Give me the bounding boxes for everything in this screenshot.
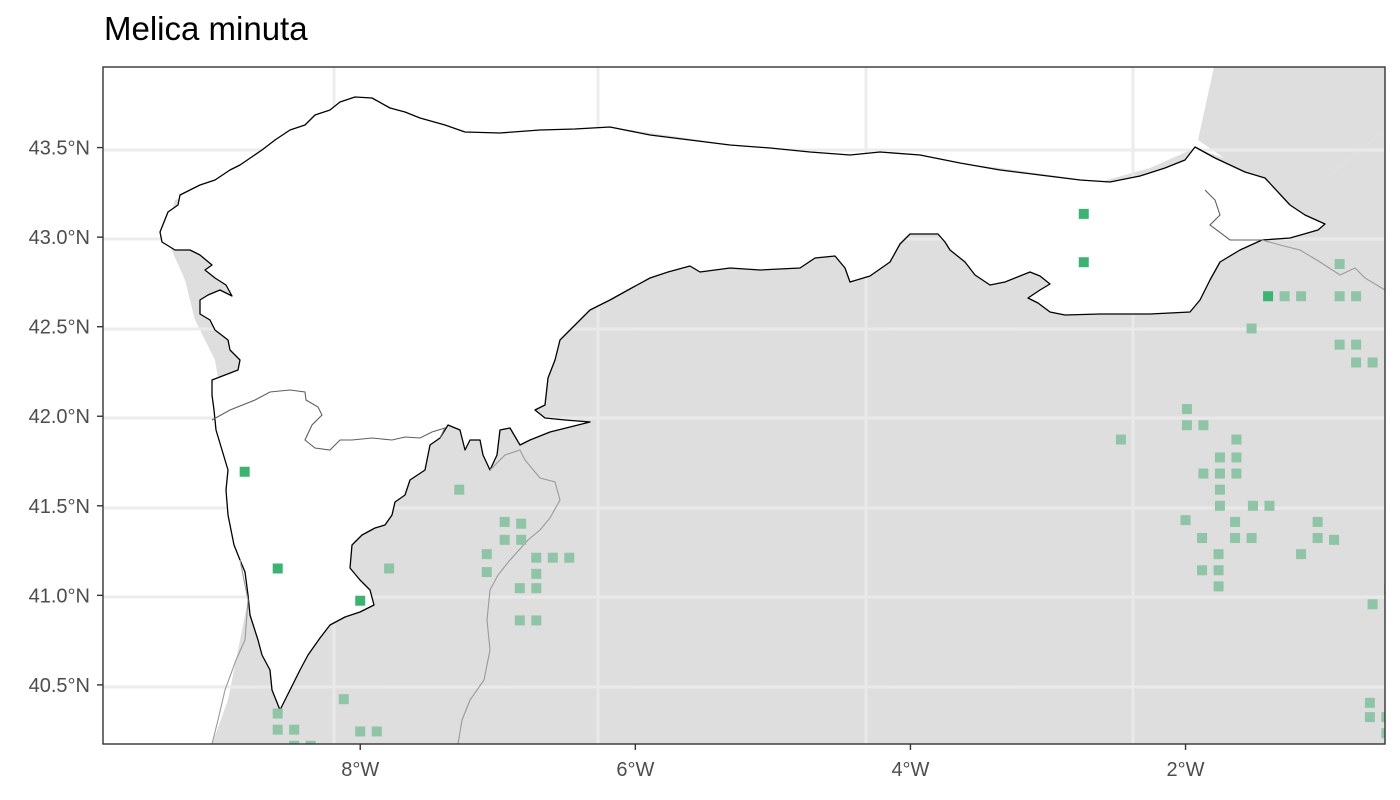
occurrence-point-outside — [1197, 533, 1208, 544]
occurrence-point-outside — [1334, 259, 1345, 270]
occurrence-point-outside — [531, 552, 542, 563]
y-tick-label: 42.5°N — [29, 317, 90, 339]
portugal-border-south — [457, 449, 561, 744]
occurrence-point-outside — [1364, 697, 1375, 708]
occurrence-point-outside — [531, 615, 542, 626]
occurrence-point-outside — [272, 724, 283, 735]
internal-border — [211, 389, 447, 451]
occurrence-point-outside — [355, 726, 366, 737]
occurrence-point-outside — [1296, 291, 1307, 302]
occurrence-point-outside — [1213, 581, 1224, 592]
occurrence-point-outside — [1213, 565, 1224, 576]
occurrence-point-outside — [1351, 357, 1362, 368]
occurrence-point-outside — [1246, 323, 1257, 334]
occurrence-point-outside — [384, 563, 395, 574]
occurrence-point-outside — [1247, 500, 1258, 511]
occurrence-point-region — [1078, 208, 1089, 219]
y-tick-label: 42.0°N — [29, 406, 90, 428]
occurrence-point-region — [1263, 291, 1274, 302]
occurrence-point-outside — [516, 518, 527, 529]
occurrence-point-outside — [1230, 533, 1241, 544]
occurrence-point-outside — [1214, 468, 1225, 479]
occurrence-point-outside — [514, 583, 525, 594]
occurrence-point-outside — [1312, 516, 1323, 527]
occurrence-point-outside — [481, 549, 492, 560]
map-title: Melica minuta — [104, 10, 308, 47]
occurrence-point-outside — [1246, 533, 1257, 544]
occurrence-point-outside — [1213, 549, 1224, 560]
y-tick-label: 40.5°N — [29, 675, 90, 697]
france-land — [1198, 67, 1385, 190]
occurrence-point-outside — [499, 516, 510, 527]
x-tick-label: 6°W — [616, 759, 654, 781]
occurrence-point-outside — [547, 552, 558, 563]
occurrence-points — [239, 208, 1385, 744]
occurrence-point-outside — [1364, 712, 1375, 723]
y-axis: 43.5°N 43.0°N 42.5°N 42.0°N 41.5°N 41.0°N 40.5… — [29, 138, 103, 697]
occurrence-point-outside — [1334, 291, 1345, 302]
occurrence-point-outside — [289, 740, 300, 744]
x-tick-label: 8°W — [341, 759, 379, 781]
y-tick-label: 43.0°N — [29, 227, 90, 249]
occurrence-point-outside — [564, 552, 575, 563]
occurrence-point-outside — [1231, 452, 1242, 463]
occurrence-point-outside — [1214, 452, 1225, 463]
occurrence-point-outside — [1115, 434, 1126, 445]
occurrence-point-outside — [371, 726, 382, 737]
occurrence-point-outside — [289, 724, 300, 735]
france-spain-border — [1261, 239, 1385, 291]
occurrence-point-outside — [1351, 339, 1362, 350]
occurrence-point-outside — [1351, 291, 1362, 302]
occurrence-point-outside — [1197, 565, 1208, 576]
occurrence-point-outside — [1214, 500, 1225, 511]
x-tick-label: 2°W — [1167, 759, 1205, 781]
occurrence-point-outside — [454, 484, 465, 495]
occurrence-point-outside — [1214, 484, 1225, 495]
occurrence-point-region — [239, 466, 250, 477]
occurrence-point-outside — [1329, 534, 1340, 545]
occurrence-point-outside — [1381, 728, 1385, 739]
occurrence-point-outside — [1296, 549, 1307, 560]
occurrence-point-region — [355, 595, 366, 606]
occurrence-point-outside — [338, 694, 349, 705]
occurrence-point-outside — [1230, 516, 1241, 527]
internal-border-basque — [1204, 189, 1262, 241]
occurrence-point-outside — [514, 615, 525, 626]
occurrence-point-outside — [481, 567, 492, 578]
study-region — [159, 96, 1326, 711]
y-tick-label: 41.5°N — [29, 496, 90, 518]
occurrence-point-outside — [1181, 420, 1192, 431]
occurrence-point-outside — [1334, 339, 1345, 350]
coast-south — [211, 559, 249, 744]
occurrence-point-outside — [1181, 404, 1192, 415]
occurrence-point-outside — [1381, 712, 1385, 723]
occurrence-point-outside — [1180, 515, 1191, 526]
occurrence-point-outside — [305, 740, 316, 744]
occurrence-point-outside — [1231, 434, 1242, 445]
occurrence-point-outside — [1367, 357, 1378, 368]
occurrence-point-outside — [531, 568, 542, 579]
occurrence-point-outside — [1198, 468, 1209, 479]
occurrence-point-outside — [531, 583, 542, 594]
occurrence-point-region — [1078, 257, 1089, 268]
occurrence-point-outside — [1198, 420, 1209, 431]
occurrence-point-outside — [1312, 533, 1323, 544]
occurrence-point-outside — [1264, 500, 1275, 511]
x-tick-label: 4°W — [891, 759, 929, 781]
occurrence-point-region — [272, 563, 283, 574]
panel-border — [102, 66, 1386, 745]
x-axis: 8°W 6°W 4°W 2°W — [341, 744, 1205, 781]
occurrence-point-outside — [1231, 468, 1242, 479]
y-tick-label: 43.5°N — [29, 138, 90, 160]
occurrence-point-outside — [516, 534, 527, 545]
occurrence-point-outside — [1279, 291, 1290, 302]
occurrence-point-outside — [499, 534, 510, 545]
occurrence-point-outside — [272, 708, 283, 719]
occurrence-point-outside — [1367, 599, 1378, 610]
y-tick-label: 41.0°N — [29, 585, 90, 607]
